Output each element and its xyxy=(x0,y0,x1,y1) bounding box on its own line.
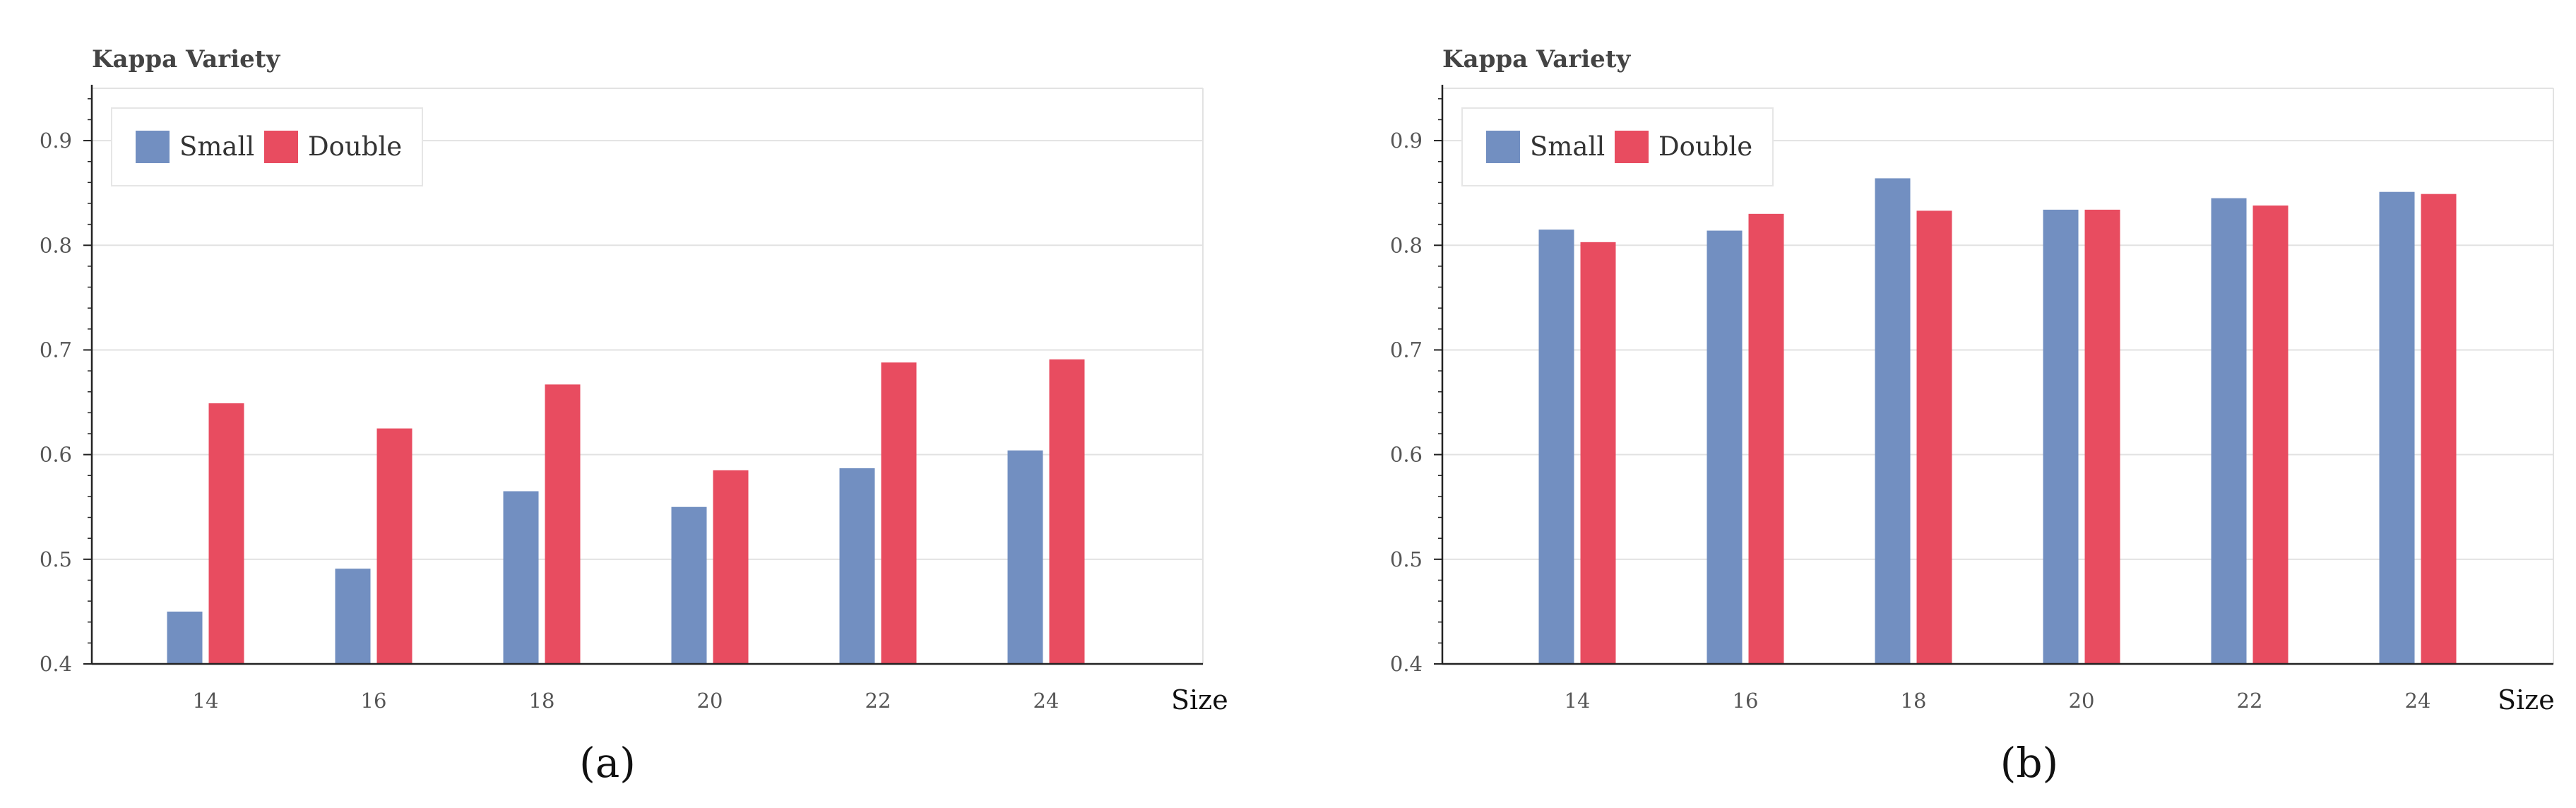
y-tick-label: 0.5 xyxy=(40,547,72,571)
y-tick-label: 0.9 xyxy=(1390,129,1423,153)
y-tick-label: 0.6 xyxy=(40,443,72,467)
y-tick-label: 0.6 xyxy=(1390,443,1423,467)
y-tick-label: 0.4 xyxy=(1390,652,1423,676)
x-tick-label: 24 xyxy=(1033,689,1060,713)
subfigure-caption: (b) xyxy=(2000,739,2058,787)
chart-panel-2: 0.4 0.5 0.6 0.7 0.8 0.9 14 16 18 20 22 24 Kappa Vari… xyxy=(1390,45,2555,787)
y-tick-label: 0.5 xyxy=(1390,547,1423,571)
bar-double-24 xyxy=(1049,359,1085,664)
y-tick-label: 0.8 xyxy=(1390,233,1423,257)
x-tick-label: 14 xyxy=(193,689,219,713)
bar-small-18 xyxy=(503,491,539,664)
legend-label-small: Small xyxy=(1530,131,1605,162)
legend-label-double: Double xyxy=(1658,131,1752,162)
bar-double-22 xyxy=(881,362,917,664)
bar-double-22 xyxy=(2252,205,2289,664)
bar-small-24 xyxy=(2379,191,2415,664)
x-tick-label: 22 xyxy=(2237,689,2263,713)
bar-small-14 xyxy=(1538,230,1574,665)
bar-small-16 xyxy=(1707,230,1743,664)
y-tick-label: 0.8 xyxy=(40,233,72,257)
legend: Small Double xyxy=(1461,107,1774,186)
x-axis-label: Size xyxy=(1171,684,1228,715)
y-tick-label: 0.7 xyxy=(1390,338,1423,362)
bar-double-18 xyxy=(1916,210,1952,664)
legend-label-small: Small xyxy=(179,131,254,162)
y-tick-label: 0.9 xyxy=(40,129,72,153)
legend-swatch-small xyxy=(136,131,170,163)
x-tick-label: 20 xyxy=(2069,689,2095,713)
x-tick-label: 16 xyxy=(361,689,387,713)
x-tick-label: 20 xyxy=(697,689,723,713)
x-axis-label: Size xyxy=(2498,684,2555,715)
x-tick-label: 16 xyxy=(1733,689,1759,713)
bar-small-22 xyxy=(2211,198,2247,664)
bar-small-20 xyxy=(671,506,707,664)
bar-small-16 xyxy=(335,569,371,664)
legend-label-double: Double xyxy=(308,131,402,162)
bar-small-22 xyxy=(839,468,875,664)
x-tick-label: 18 xyxy=(1901,689,1927,713)
bar-double-14 xyxy=(1580,242,1616,664)
bar-double-24 xyxy=(2421,194,2457,664)
bar-double-14 xyxy=(208,403,244,664)
bar-double-18 xyxy=(545,384,581,664)
bar-small-24 xyxy=(1007,450,1043,664)
x-tick-label: 14 xyxy=(1565,689,1591,713)
bar-small-20 xyxy=(2043,209,2079,665)
legend-swatch-small xyxy=(1486,131,1520,163)
bar-small-14 xyxy=(167,611,203,664)
bar-double-16 xyxy=(376,428,412,664)
x-tick-label: 18 xyxy=(529,689,555,713)
x-tick-label: 24 xyxy=(2405,689,2431,713)
x-tick-label: 22 xyxy=(865,689,891,713)
chart-panel-1: 0.4 0.5 0.6 0.7 0.8 0.9 14 16 18 20 22 24 Kappa Vari… xyxy=(40,45,1228,787)
bar-double-20 xyxy=(713,470,749,664)
y-tick-label: 0.4 xyxy=(40,652,72,676)
legend-swatch-double xyxy=(264,131,298,163)
y-tick-label: 0.7 xyxy=(40,338,72,362)
bar-double-16 xyxy=(1748,213,1784,664)
chart-title: Kappa Variety xyxy=(92,45,280,73)
legend: Small Double xyxy=(111,107,423,186)
bar-small-18 xyxy=(1875,178,1911,664)
subfigure-caption: (a) xyxy=(579,739,636,787)
legend-swatch-double xyxy=(1615,131,1649,163)
bar-double-20 xyxy=(2084,209,2120,665)
chart-title: Kappa Variety xyxy=(1442,45,1631,73)
